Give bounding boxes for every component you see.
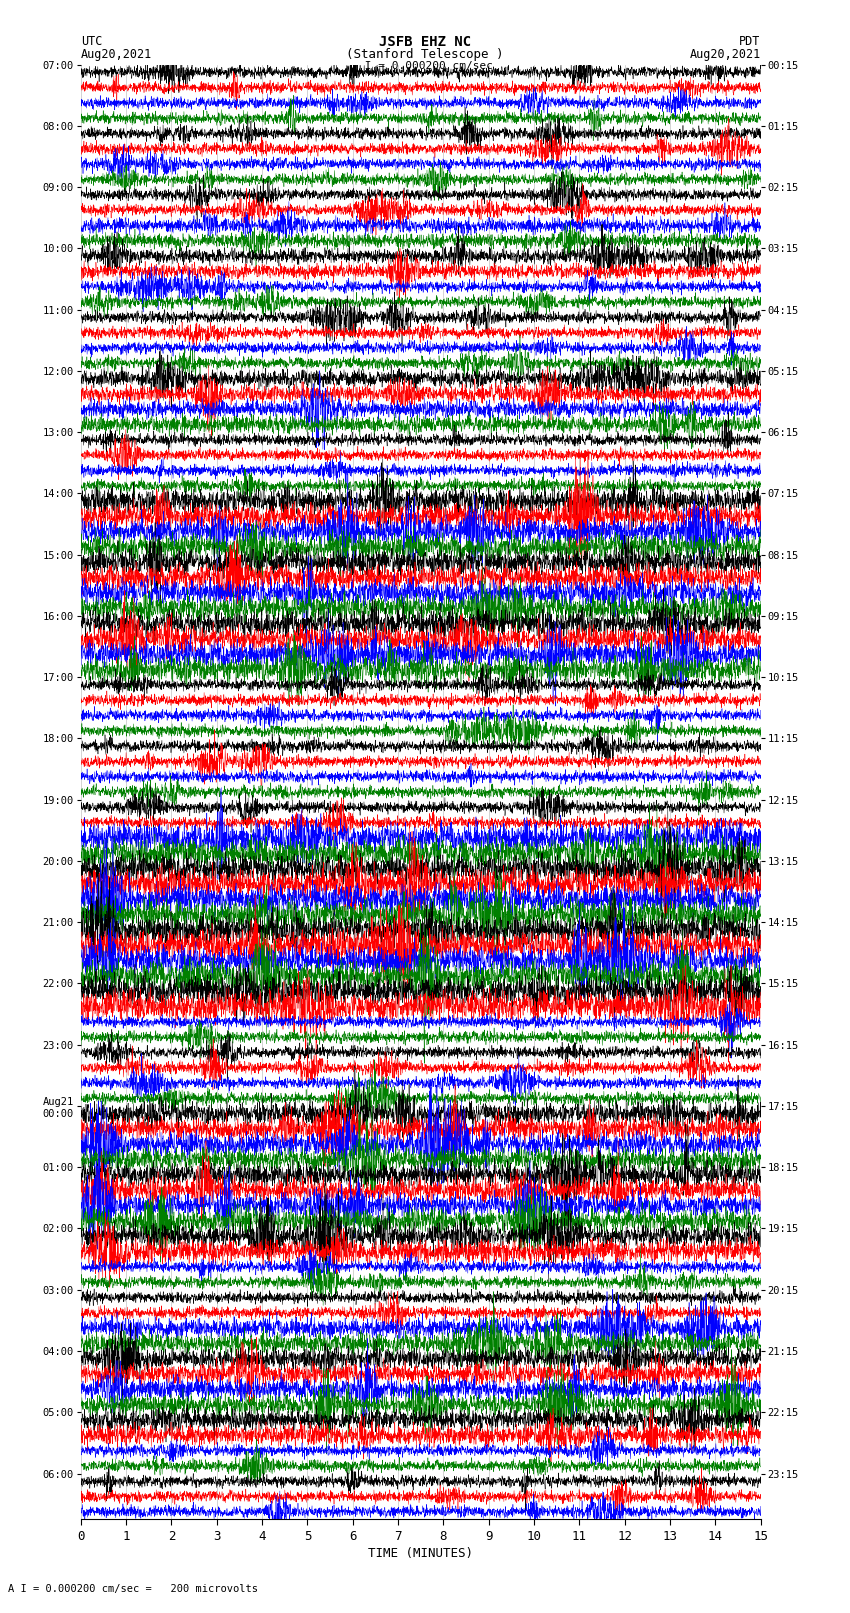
X-axis label: TIME (MINUTES): TIME (MINUTES) [368, 1547, 473, 1560]
Text: Aug20,2021: Aug20,2021 [689, 48, 761, 61]
Text: JSFB EHZ NC: JSFB EHZ NC [379, 35, 471, 50]
Text: A I = 0.000200 cm/sec =   200 microvolts: A I = 0.000200 cm/sec = 200 microvolts [8, 1584, 258, 1594]
Text: PDT: PDT [740, 35, 761, 48]
Text: (Stanford Telescope ): (Stanford Telescope ) [346, 48, 504, 61]
Text: Aug20,2021: Aug20,2021 [81, 48, 152, 61]
Text: UTC: UTC [81, 35, 102, 48]
Text: I = 0.000200 cm/sec: I = 0.000200 cm/sec [358, 61, 492, 71]
